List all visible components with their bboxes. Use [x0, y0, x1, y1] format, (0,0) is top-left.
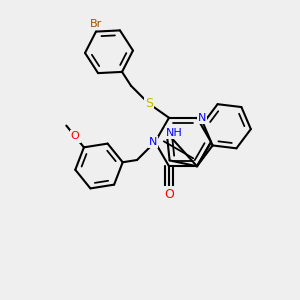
Text: N: N: [149, 137, 157, 147]
Text: S: S: [145, 97, 153, 110]
Text: N: N: [198, 113, 206, 123]
Text: Br: Br: [90, 19, 102, 28]
Text: NH: NH: [166, 128, 183, 138]
Text: O: O: [71, 131, 80, 142]
Text: O: O: [164, 188, 174, 201]
